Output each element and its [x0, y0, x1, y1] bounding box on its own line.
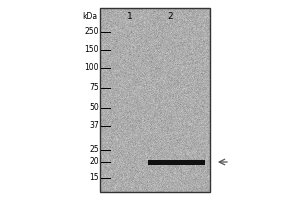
- Text: 37: 37: [89, 121, 99, 130]
- Text: 250: 250: [85, 27, 99, 36]
- Text: 100: 100: [85, 64, 99, 72]
- Text: 75: 75: [89, 84, 99, 92]
- Text: 2: 2: [167, 12, 173, 21]
- Text: 20: 20: [89, 158, 99, 166]
- Text: 25: 25: [89, 146, 99, 154]
- Bar: [100, 8, 210, 192]
- Bar: [148, 160, 205, 164]
- Text: 50: 50: [89, 104, 99, 112]
- Text: 1: 1: [127, 12, 133, 21]
- Text: 150: 150: [85, 46, 99, 54]
- Text: kDa: kDa: [82, 12, 97, 21]
- Text: 15: 15: [89, 173, 99, 182]
